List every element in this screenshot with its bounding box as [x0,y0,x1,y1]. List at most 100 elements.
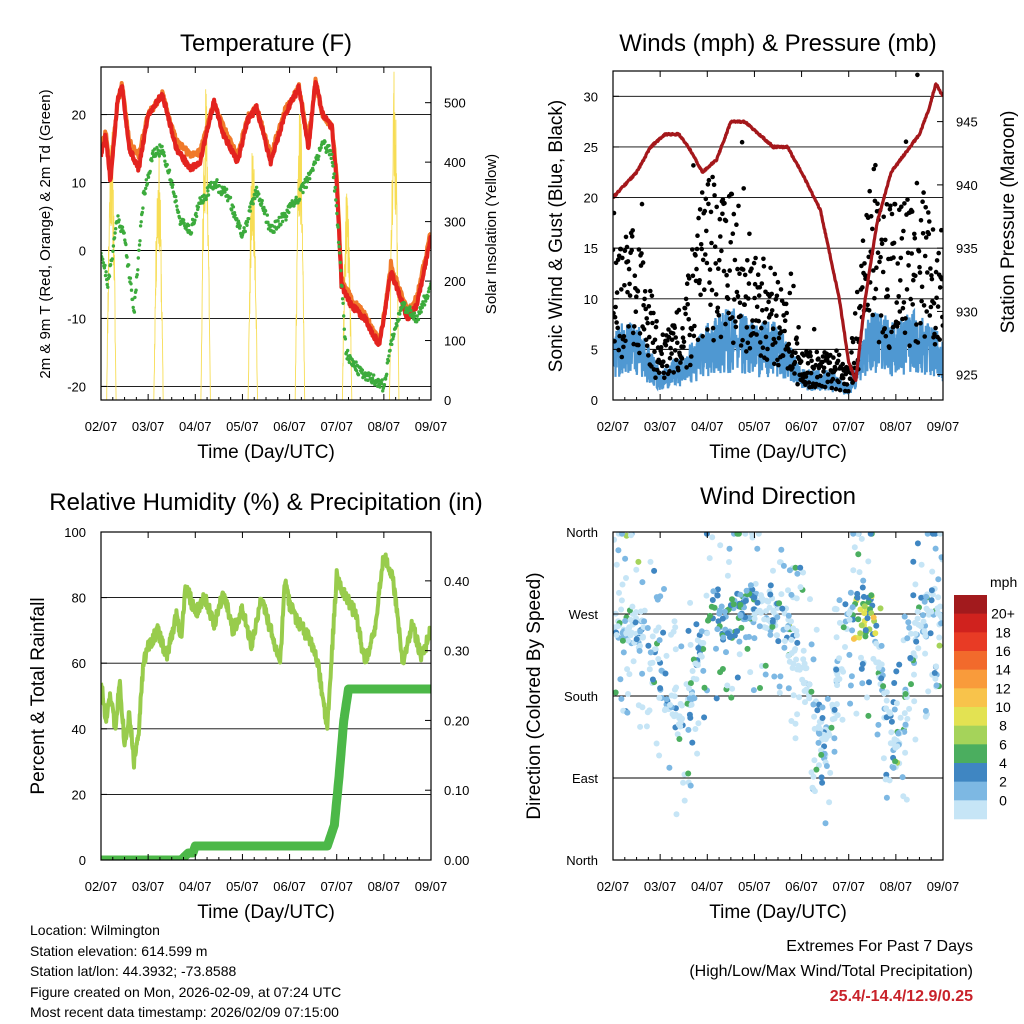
gust-point [750,318,755,323]
direction-point [796,666,803,673]
colorbar-label: 20+ [991,606,1015,622]
gust-point [931,301,937,306]
gust-point [713,292,719,297]
dewpoint-point [127,263,131,267]
gust-point [833,367,838,372]
gust-point [618,246,624,252]
direction-point [914,540,921,547]
direction-point [615,547,622,554]
gust-point [905,197,910,202]
temperature-panel: Temperature (F) -20 -10 0 10 20 0 100 200 300 40… [37,30,500,463]
direction-point [625,691,631,697]
gust-point [805,361,811,366]
gust-point [687,332,692,338]
dewpoint-point [138,239,142,243]
direction-point [831,748,838,755]
direction-point [794,711,801,718]
humidity-y2tick-label: 0.20 [444,713,469,728]
gust-point [758,340,763,345]
direction-point [921,628,928,635]
gust-point [658,345,664,350]
dewpoint-point [254,185,259,189]
direction-point [847,700,854,707]
gust-point [922,253,928,259]
gust-point [630,330,636,336]
gust-point [711,182,717,188]
direction-point [902,749,909,756]
dewpoint-point [242,226,246,230]
dewpoint-point [336,225,340,229]
gust-point [923,235,929,240]
direction-point [681,797,688,804]
direction-point [880,683,887,690]
gust-point [753,255,758,261]
elevation-text: Station elevation: 614.599 m [30,942,208,959]
direction-point [931,670,938,676]
temperature-ytick-label: -20 [67,379,86,394]
gust-point [761,264,767,269]
dewpoint-point [327,143,331,148]
dewpoint-point [257,192,261,196]
gust-point [674,357,679,363]
direction-point [619,637,626,644]
gust-point [940,323,943,328]
direction-point [763,625,770,631]
gust-point [616,347,621,353]
direction-point [719,666,726,672]
gust-point [740,267,746,272]
gust-point [919,284,925,290]
gust-point [636,247,642,252]
direction-point [835,676,842,682]
direction-point [653,740,660,747]
direction-point [672,624,679,631]
gust-point [680,326,685,331]
direction-point [613,632,620,638]
dewpoint-point [160,144,164,149]
direction-point [862,633,869,640]
gust-point [741,186,746,191]
gust-point [830,376,836,382]
direction-point [785,612,792,619]
gust-point [730,231,736,236]
gust-point [630,228,635,233]
gust-point [650,320,655,326]
direction-point [819,779,826,786]
dewpoint-point [279,222,283,227]
direction-point [784,624,791,631]
direction-point [819,715,826,721]
humidity-ytick-label: 100 [64,525,86,540]
gust-point [639,251,644,256]
dewpoint-point [101,261,106,265]
direction-point [734,674,741,681]
gust-point [698,292,703,298]
gust-point [664,363,670,369]
gust-point [836,379,841,385]
dewpoint-point [369,372,373,376]
direction-point [861,603,868,610]
direction-point [857,606,864,613]
gust-point [821,365,827,371]
direction-point [776,600,783,607]
direction-point [758,592,764,599]
temperature-xtick-label: 03/07 [132,419,165,434]
dewpoint-point [339,268,343,273]
gust-point [693,253,698,258]
gust-point [668,345,673,351]
gust-point [795,381,800,387]
direction-point [806,681,813,688]
gust-point [688,362,693,368]
colorbar-label: 0 [999,792,1007,808]
gust-point [710,325,716,331]
dewpoint-point [428,285,431,289]
winds-ytick-label: 25 [584,140,598,155]
direction-point [834,712,841,719]
gust-point [825,379,830,385]
dewpoint-point [272,230,276,234]
dewpoint-point [233,213,237,217]
extremes-box: Extremes For Past 7 Days (High/Low/Max W… [689,934,973,1009]
gust-point [661,359,666,365]
direction-point [836,597,843,604]
gust-point [733,319,738,324]
gust-point [637,331,643,336]
winds-xtick-label: 04/07 [691,419,724,434]
